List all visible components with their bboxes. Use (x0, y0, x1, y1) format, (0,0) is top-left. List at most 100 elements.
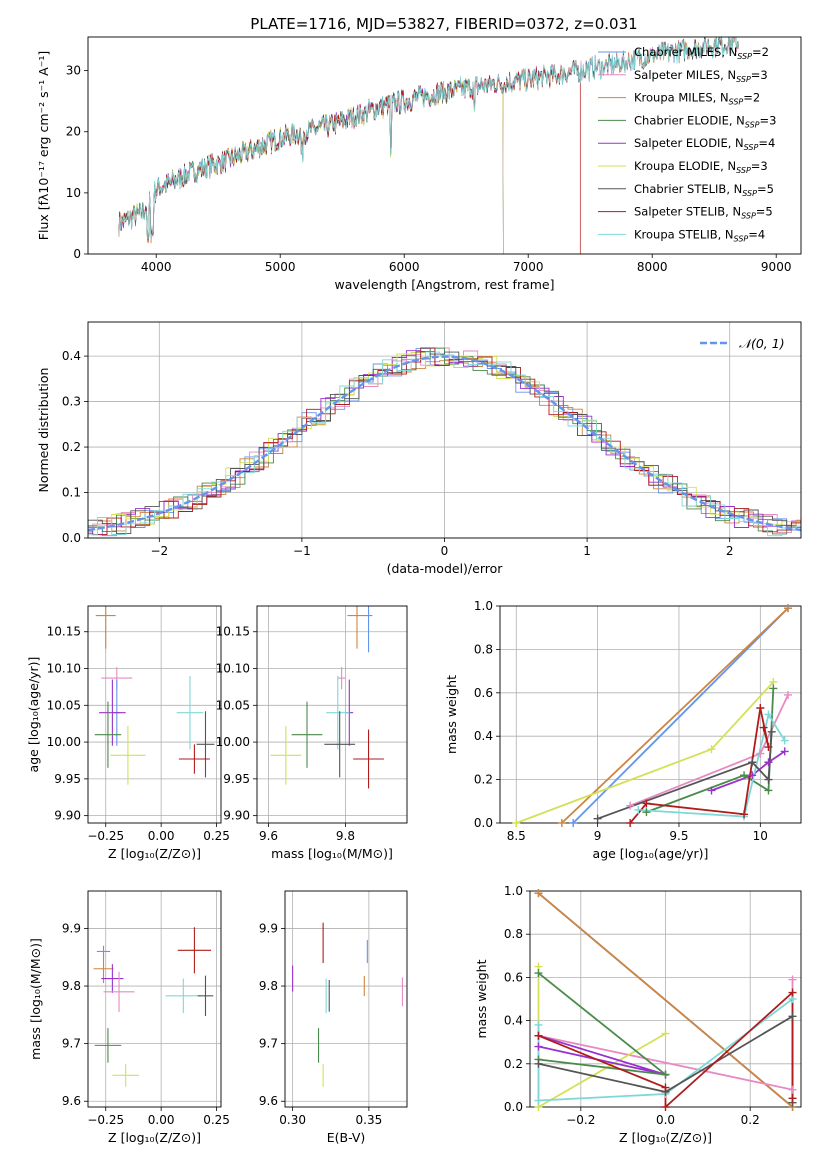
mass_weight_vs_Z-panel: −0.2 0.0 0.2 0.0 0.2 0.4 0.6 0.8 1.0 Z [log₁₀(Z/Z… (474, 884, 802, 1145)
plus-marker (557, 819, 566, 827)
plus-marker (764, 710, 773, 719)
legend-entry: Chabrier MILES, NSSP=2 (634, 45, 769, 61)
legend-entry: 𝒩(0, 1) (739, 336, 785, 351)
mass-weight-series (537, 972, 669, 1076)
spectrum-series-line (118, 76, 504, 254)
error-bar-point (178, 744, 210, 774)
y-tick-label: 10.15 (47, 625, 81, 639)
error-bar-point (196, 711, 215, 778)
y-tick-label: 9.7 (259, 1037, 278, 1051)
x-tick-label: 0.00 (148, 829, 175, 843)
error-bar-point (165, 978, 202, 1014)
plus-marker (534, 1042, 543, 1051)
mass_vs_EBV-panel: 0.30 0.35 9.6 9.7 9.8 9.9 E(B-V) (259, 890, 408, 1145)
y-tick-label: 9.7 (62, 1037, 81, 1051)
y-tick-label: 9.95 (223, 772, 250, 786)
plus-marker (780, 736, 789, 745)
error-bar-point (94, 701, 122, 768)
y-tick-label: 0.0 (474, 816, 493, 830)
mass-weight-series (572, 607, 789, 823)
plus-marker (788, 1094, 797, 1103)
legend-entry: Chabrier STELIB, NSSP=5 (634, 182, 774, 198)
x-tick-label: 1 (583, 544, 591, 558)
spectrum-frame (87, 36, 802, 255)
mass_vs_EBV-frame (284, 890, 408, 1108)
mass_vs_Z-frame (87, 890, 222, 1108)
y-tick-label: 9.9 (259, 921, 278, 935)
mass-weight-series (537, 966, 666, 1107)
residuals-plot-area (88, 322, 801, 538)
y-tick-label: 10.10 (216, 662, 250, 676)
y-tick-label: 9.95 (54, 772, 81, 786)
age_vs_Z-x-axis-label: Z [log₁₀(Z/Z⊙)] (108, 846, 201, 861)
spectrum-y-axis-label: Flux [fλ10⁻¹⁷ erg cm⁻² s⁻¹ A⁻¹] (36, 51, 51, 240)
plus-marker (769, 684, 778, 693)
y-tick-label: 0.2 (62, 440, 81, 454)
plus-marker (534, 1031, 543, 1040)
x-tick-label: 9000 (761, 260, 792, 274)
y-tick-label: 0.6 (474, 686, 493, 700)
plus-marker (783, 690, 792, 699)
plus-marker (661, 1029, 670, 1038)
age_vs_Z-plot-area (88, 606, 221, 823)
error-bar-point (291, 701, 323, 768)
x-tick-label: 9.5 (669, 829, 688, 843)
error-bar-point (353, 729, 384, 789)
mass_vs_Z-x-axis-label: Z [log₁₀(Z/Z⊙)] (108, 1130, 201, 1145)
plus-marker (740, 810, 749, 819)
normal-reference-curve (88, 355, 801, 532)
mass_weight_vs_age-plot-area (500, 606, 801, 823)
x-tick-label: 0.25 (203, 1113, 230, 1127)
y-tick-label: 30 (66, 64, 81, 78)
plus-marker (756, 749, 765, 758)
plus-marker (661, 1070, 670, 1079)
mass_weight_vs_Z-x-axis-label: Z [log₁₀(Z/Z⊙)] (619, 1130, 712, 1145)
histogram-series (88, 351, 801, 535)
error-bar-point (177, 927, 212, 974)
x-tick-label: 8.5 (507, 829, 526, 843)
plus-marker (783, 604, 792, 613)
y-tick-label: 10 (66, 186, 81, 200)
mass_weight_vs_age-frame (499, 605, 802, 824)
plus-marker (788, 1012, 797, 1021)
spectrum-legend: Chabrier MILES, NSSP=2 Salpeter MILES, NS… (598, 45, 776, 243)
residuals-panel: −2 −1 0 1 2 0.0 0.1 0.2 0.3 0.4 (data-model)/error… (36, 321, 802, 576)
mass_vs_Z-panel: −0.25 0.00 0.25 9.6 9.7 9.8 9.9 Z [log₁₀(Z/Z⊙)]… (28, 890, 230, 1145)
spectrum-series-line (118, 74, 504, 254)
y-tick-label: 1.0 (474, 599, 493, 613)
plus-marker (788, 988, 797, 997)
y-tick-label: 1.0 (504, 884, 523, 898)
y-tick-label: 9.9 (62, 921, 81, 935)
y-tick-label: 9.6 (259, 1094, 278, 1108)
plus-marker (661, 1103, 670, 1111)
x-tick-label: 7000 (513, 260, 544, 274)
x-tick-label: −2 (150, 544, 168, 558)
error-bar-point (110, 725, 146, 785)
spectrum-series-line (118, 74, 504, 254)
plus-marker (780, 747, 789, 756)
error-bar-point (99, 679, 126, 746)
mass-weight-series (711, 750, 786, 792)
plus-marker (626, 801, 635, 810)
spectrum-plot-area (118, 37, 740, 254)
legend-entry: Kroupa MILES, NSSP=2 (634, 91, 760, 107)
x-tick-label: 8000 (637, 260, 668, 274)
x-tick-label: 0 (441, 544, 449, 558)
plus-marker (764, 743, 773, 752)
x-tick-label: 4000 (141, 260, 172, 274)
plus-marker (764, 786, 773, 795)
x-tick-label: −0.2 (566, 1113, 595, 1127)
y-tick-label: 0 (73, 247, 81, 261)
mass-weight-series (538, 990, 794, 1107)
error-bar-point (337, 667, 346, 690)
age_vs_mass-panel: 9.6 9.8 9.90 9.95 10.00 10.05 10.10 10.15 mass [… (216, 605, 408, 861)
error-bar-point (326, 675, 350, 750)
y-tick-label: 0.8 (474, 642, 493, 656)
error-bar-point (112, 1063, 139, 1087)
plus-marker (748, 771, 757, 780)
y-tick-label: 10.05 (216, 698, 250, 712)
plus-marker (707, 745, 716, 754)
x-tick-label: 0.30 (279, 1113, 306, 1127)
plus-marker (642, 808, 651, 817)
